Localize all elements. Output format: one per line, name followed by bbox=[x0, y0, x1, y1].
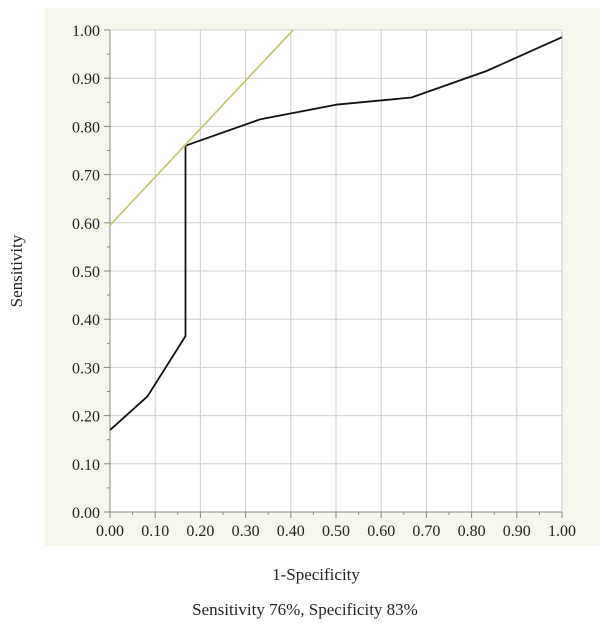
y-tick-label: 0.80 bbox=[72, 119, 100, 136]
y-tick-label: 0.90 bbox=[72, 71, 100, 88]
y-tick-label: 1.00 bbox=[72, 23, 100, 40]
x-tick-label: 0.00 bbox=[96, 523, 124, 540]
axes bbox=[104, 29, 563, 518]
y-tick-label: 0.60 bbox=[72, 216, 100, 233]
y-tick-label: 0.50 bbox=[72, 264, 100, 281]
x-tick-label: 0.40 bbox=[277, 523, 305, 540]
y-tick-label: 0.20 bbox=[72, 409, 100, 426]
x-tick-label: 0.80 bbox=[458, 523, 486, 540]
x-tick-label: 0.70 bbox=[412, 523, 440, 540]
y-axis-title: Sensitivity bbox=[7, 234, 26, 307]
x-axis-title: 1-Specificity bbox=[272, 565, 360, 584]
y-tick-label: 0.00 bbox=[72, 505, 100, 522]
gridlines bbox=[109, 29, 563, 513]
x-tick-label: 0.30 bbox=[232, 523, 260, 540]
x-tick-label: 0.20 bbox=[186, 523, 214, 540]
roc-curve-line bbox=[109, 36, 563, 431]
x-tick-label: 1.00 bbox=[548, 523, 576, 540]
x-tick-label: 0.60 bbox=[367, 523, 395, 540]
y-tick-label: 0.30 bbox=[72, 360, 100, 377]
y-tick-label: 0.70 bbox=[72, 168, 100, 185]
chart-caption: Sensitivity 76%, Specificity 83% bbox=[192, 600, 418, 619]
x-tick-label: 0.50 bbox=[322, 523, 350, 540]
x-tick-label: 0.90 bbox=[503, 523, 531, 540]
reference-line bbox=[109, 29, 294, 226]
tick-labels: 0.00 0.10 0.20 0.30 0.40 0.50 0.60 0.70 0.80 0.90… bbox=[72, 23, 576, 540]
x-tick-label: 0.10 bbox=[141, 523, 169, 540]
y-tick-label: 0.40 bbox=[72, 312, 100, 329]
y-tick-label: 0.10 bbox=[72, 457, 100, 474]
series-lines bbox=[109, 29, 563, 431]
roc-chart: 0.00 0.10 0.20 0.30 0.40 0.50 0.60 0.70 0.80 0.90… bbox=[7, 8, 600, 584]
